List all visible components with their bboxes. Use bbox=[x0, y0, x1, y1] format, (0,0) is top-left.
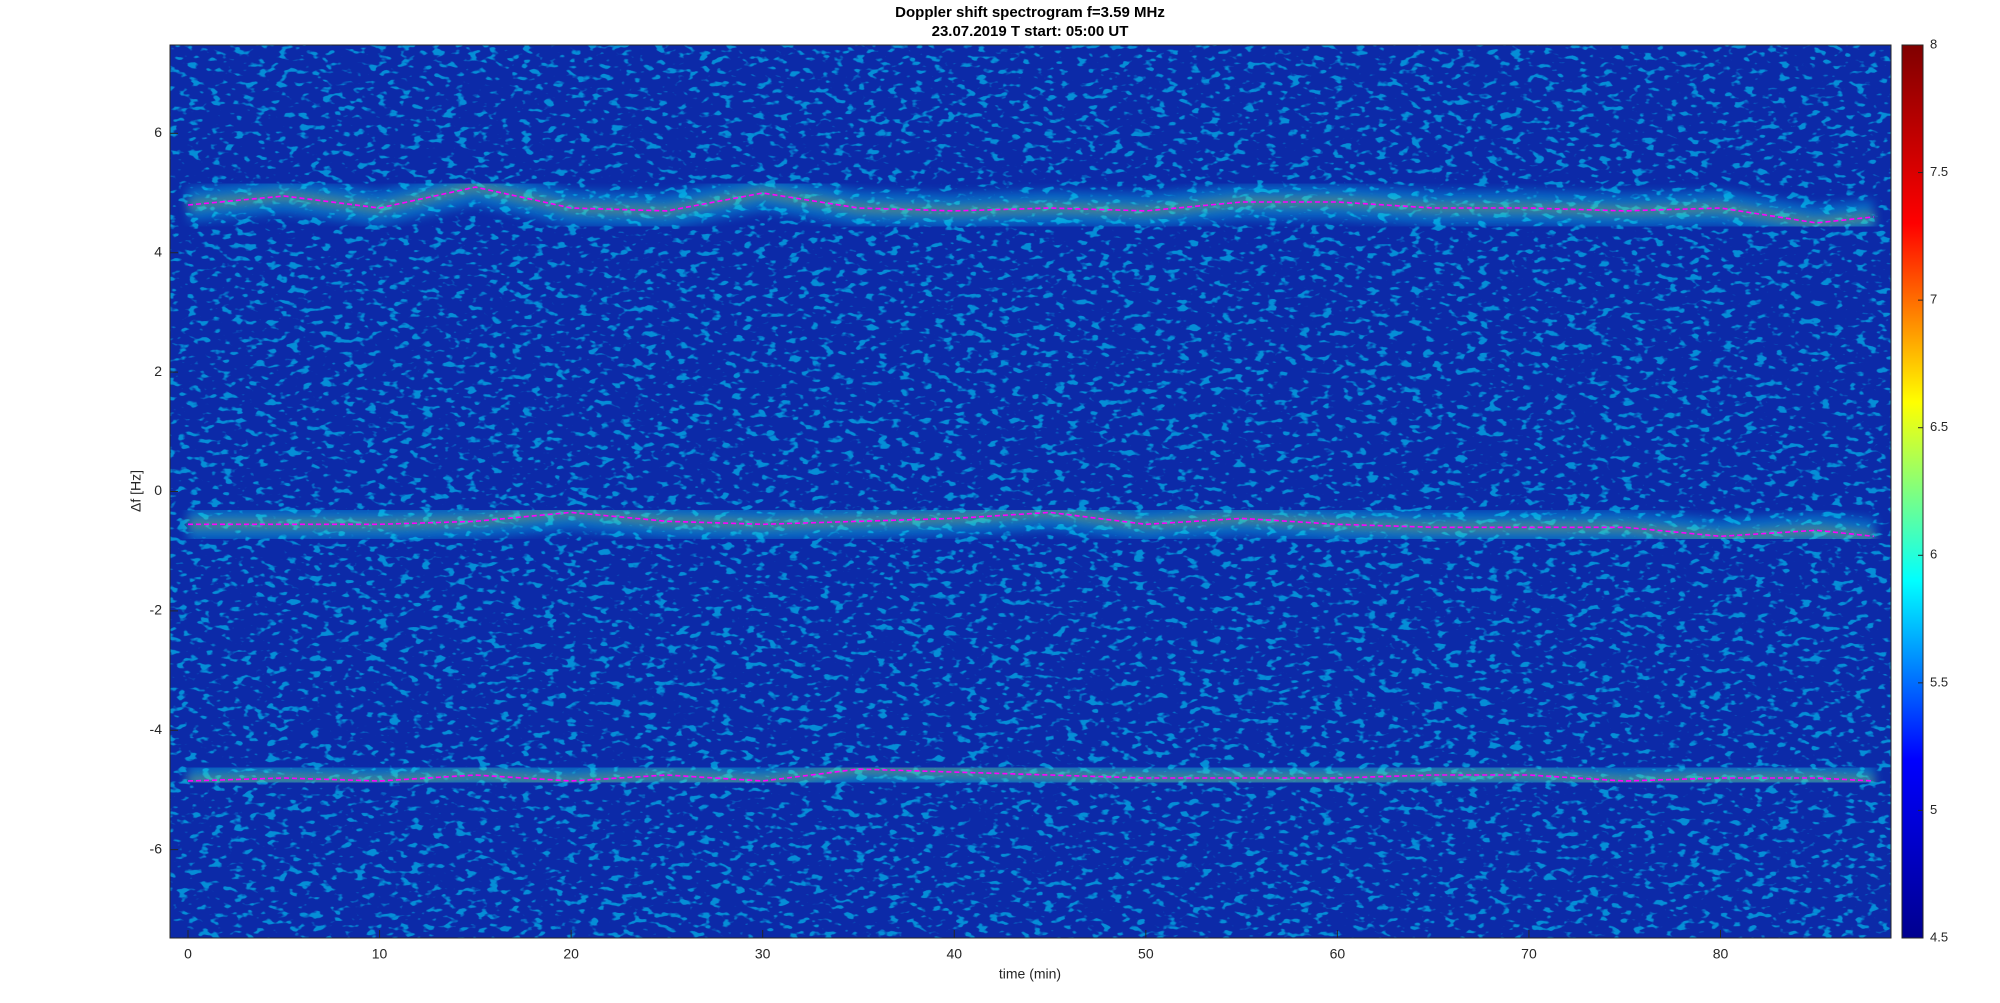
x-tick-label: 30 bbox=[755, 946, 771, 962]
plot-area bbox=[170, 45, 1891, 938]
y-tick-label: -2 bbox=[150, 602, 163, 618]
trace-line bbox=[187, 186, 1874, 224]
trace-core bbox=[187, 766, 1874, 785]
y-tick-label: 2 bbox=[154, 363, 162, 379]
x-tick-label: 10 bbox=[372, 946, 388, 962]
chart-title: Doppler shift spectrogram f=3.59 MHz bbox=[895, 4, 1165, 21]
y-axis-label: Δf [Hz] bbox=[128, 470, 144, 512]
y-tick-label: 0 bbox=[154, 482, 162, 498]
colorbar-tick-label: 8 bbox=[1930, 36, 1937, 51]
colorbar-tick-label: 6.5 bbox=[1930, 419, 1948, 434]
colorbar bbox=[1901, 44, 1924, 939]
x-tick-label: 60 bbox=[1330, 946, 1346, 962]
x-tick-label: 40 bbox=[946, 946, 962, 962]
x-tick-label: 0 bbox=[184, 946, 192, 962]
y-tick-label: -4 bbox=[150, 721, 163, 737]
x-tick-label: 50 bbox=[1138, 946, 1154, 962]
colorbar-tick-label: 5 bbox=[1930, 802, 1937, 817]
y-tick-label: -6 bbox=[150, 840, 163, 856]
y-tick-label: 6 bbox=[154, 124, 162, 140]
chart-subtitle: 23.07.2019 T start: 05:00 UT bbox=[932, 23, 1129, 40]
colorbar-tick-label: 7 bbox=[1930, 292, 1937, 307]
x-tick-label: 70 bbox=[1521, 946, 1537, 962]
x-tick-label: 20 bbox=[563, 946, 579, 962]
colorbar-tick-label: 7.5 bbox=[1930, 164, 1948, 179]
colorbar-tick-label: 5.5 bbox=[1930, 674, 1948, 689]
x-axis-label: time (min) bbox=[999, 966, 1061, 982]
y-tick-label: 4 bbox=[154, 243, 162, 259]
x-tick-label: 80 bbox=[1713, 946, 1729, 962]
colorbar-tick-label: 6 bbox=[1930, 547, 1937, 562]
colorbar-tick-label: 4.5 bbox=[1930, 929, 1948, 944]
spectrogram-noise bbox=[170, 45, 1891, 938]
trace-core bbox=[188, 509, 1875, 540]
